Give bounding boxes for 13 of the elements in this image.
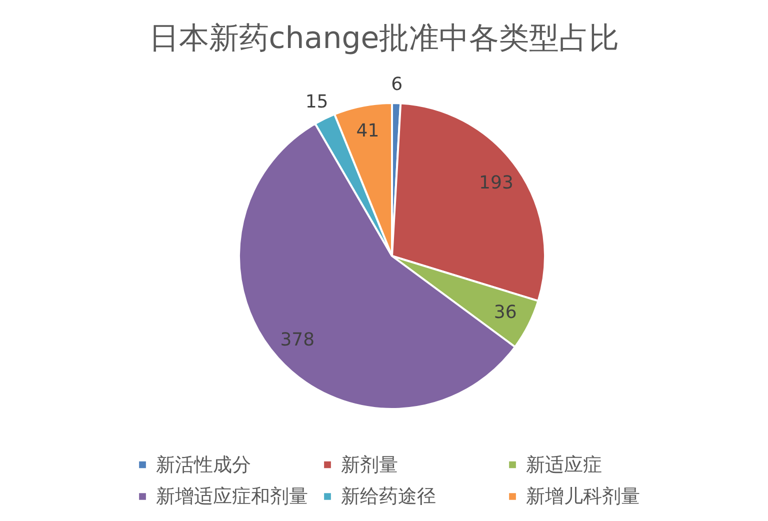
data-label: 378 — [280, 330, 315, 351]
data-label: 15 — [305, 91, 328, 112]
data-label: 41 — [356, 120, 380, 142]
legend-label: 新活性成分 — [156, 454, 251, 476]
legend-label: 新给药途径 — [341, 486, 436, 508]
data-label: 36 — [494, 302, 517, 324]
chart-title: 日本新药change批准中各类型占比 — [148, 21, 620, 56]
data-label: 193 — [479, 172, 514, 194]
legend-label: 新适应症 — [526, 454, 602, 476]
data-label: 6 — [391, 74, 403, 96]
legend-label: 新增适应症和剂量 — [156, 486, 308, 508]
legend-label: 新增儿科剂量 — [526, 486, 640, 508]
legend-label: 新剂量 — [341, 454, 398, 476]
